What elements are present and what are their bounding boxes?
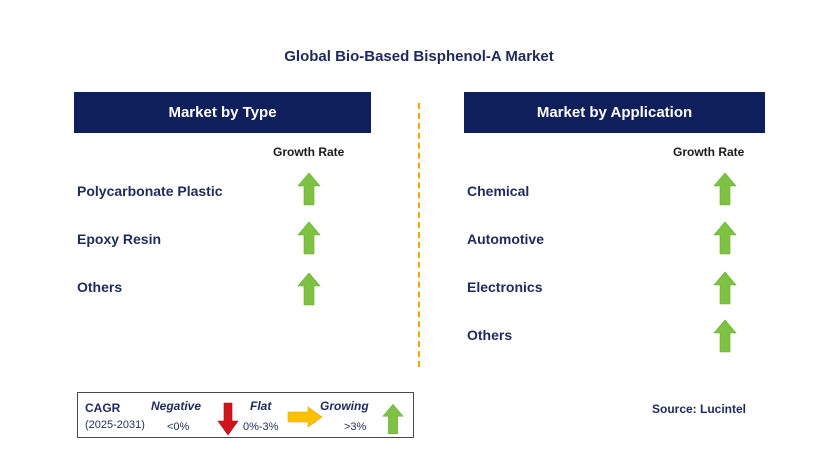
growing-arrow-icon: [297, 272, 321, 306]
application-row-automotive: Automotive: [467, 231, 544, 247]
growing-arrow-icon: [297, 221, 321, 255]
legend-flat-value: 0%-3%: [243, 421, 279, 433]
legend-growing-value: >3%: [344, 421, 367, 433]
type-row-others: Others: [77, 279, 123, 295]
legend-flat-label: Flat: [250, 399, 272, 413]
source-label: Source: Lucintel: [652, 402, 747, 416]
legend-negative-value: <0%: [167, 421, 190, 433]
application-row-others: Others: [467, 327, 513, 343]
flat-arrow-icon: [287, 406, 323, 428]
market-by-application-header: Market by Application: [464, 92, 765, 133]
type-row-epoxy-resin: Epoxy Resin: [77, 231, 162, 247]
legend-negative-label: Negative: [151, 399, 202, 413]
panel-divider: [418, 103, 420, 367]
cagr-legend: CAGR (2025-2031) Negative <0% Flat 0%-3%…: [77, 392, 414, 438]
growth-rate-label-application: Growth Rate: [673, 145, 745, 159]
growing-arrow-icon: [382, 402, 404, 436]
application-row-chemical: Chemical: [467, 183, 530, 199]
growing-arrow-icon: [713, 172, 737, 206]
application-row-electronics: Electronics: [467, 279, 543, 295]
growing-arrow-icon: [297, 172, 321, 206]
growing-arrow-icon: [713, 221, 737, 255]
type-row-polycarbonate-plastic: Polycarbonate Plastic: [77, 183, 223, 199]
growing-arrow-icon: [713, 271, 737, 305]
legend-growing-label: Growing: [320, 399, 369, 413]
negative-arrow-icon: [217, 402, 239, 436]
market-by-type-header: Market by Type: [74, 92, 371, 133]
chart-title: Global Bio-Based Bisphenol-A Market: [284, 48, 554, 65]
legend-period: (2025-2031): [85, 419, 145, 431]
growth-rate-label-type: Growth Rate: [273, 145, 345, 159]
growing-arrow-icon: [713, 319, 737, 353]
legend-cagr-label: CAGR: [85, 401, 121, 415]
